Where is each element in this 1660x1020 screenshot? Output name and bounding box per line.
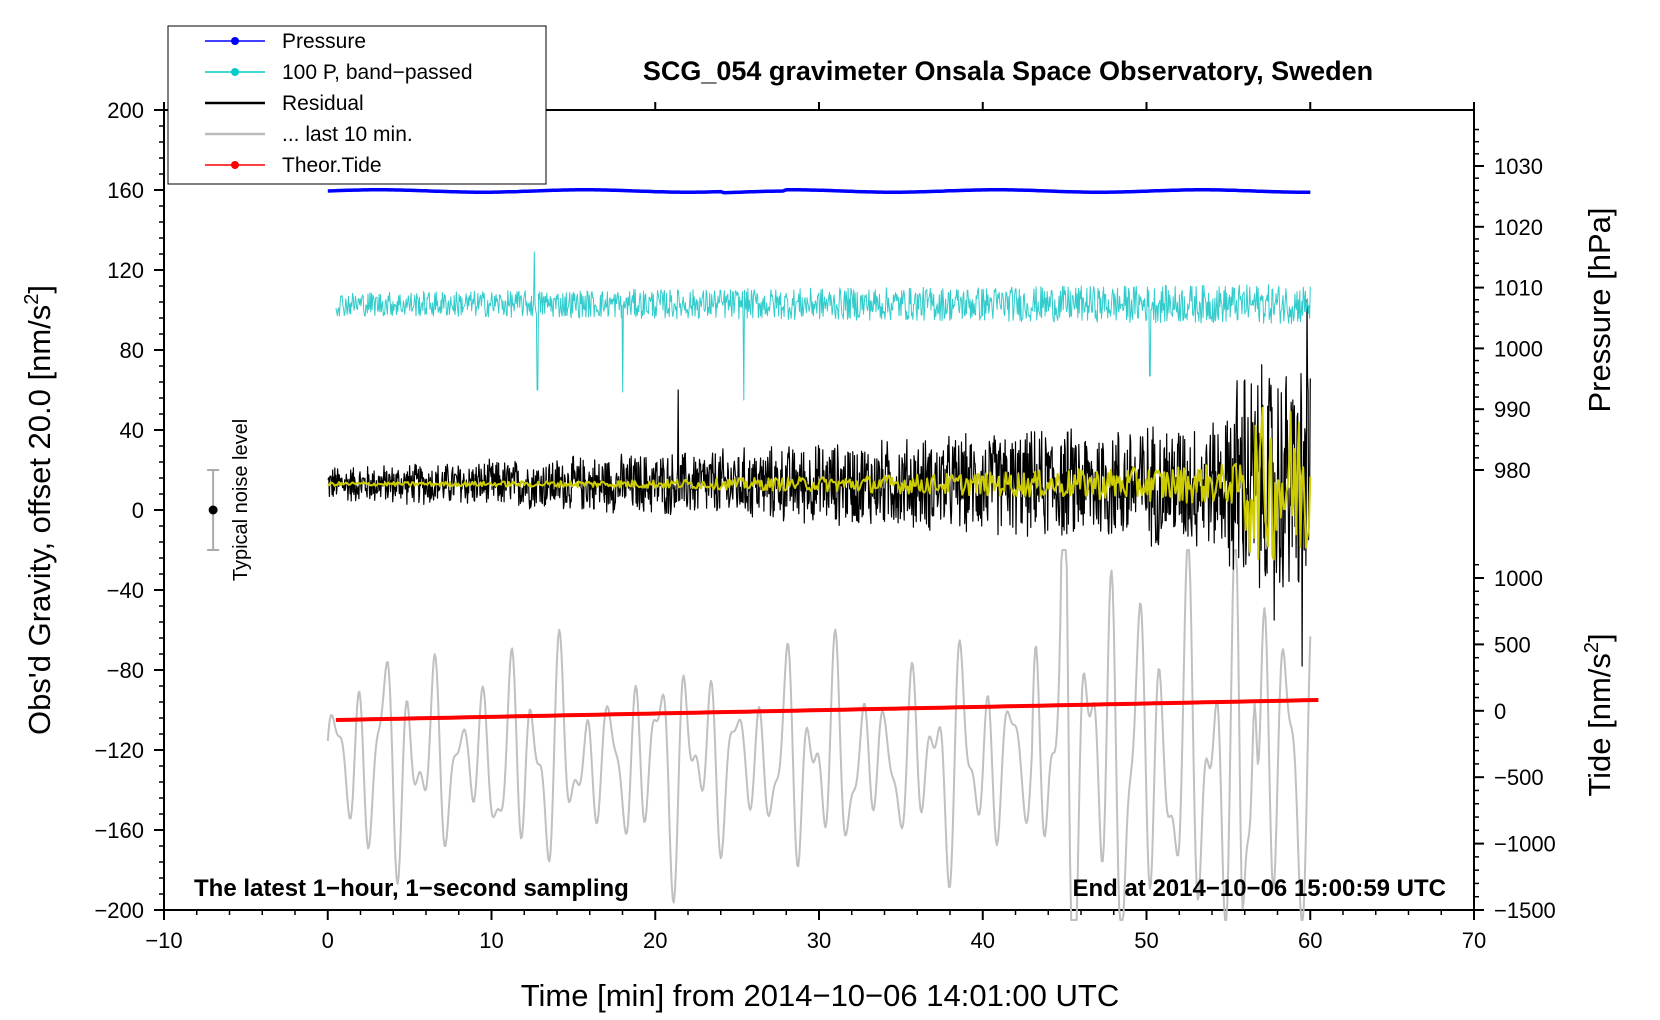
- pressure-axis-ticks: 1030 1020 1010 1000 990 980: [1474, 128, 1543, 483]
- y-tick-label: −160: [94, 818, 144, 843]
- pressure-axis-label: Pressure [hPa]: [1582, 207, 1617, 412]
- tide-tick-label: 500: [1494, 632, 1531, 657]
- x-tick-label: 70: [1462, 928, 1486, 953]
- x-tick-label: 0: [322, 928, 334, 953]
- x-tick-label: 50: [1134, 928, 1158, 953]
- tide-tick-label: 1000: [1494, 566, 1543, 591]
- y-tick-label: −200: [94, 898, 144, 923]
- legend-box: [167, 25, 547, 185]
- y-axis-label-sup: 2: [21, 294, 43, 305]
- x-tick-label: 40: [971, 928, 995, 953]
- legend-marker: [231, 37, 239, 45]
- legend: Pressure 100 P, band−passed Residual ... la…: [167, 25, 547, 185]
- pressure-tick-label: 990: [1494, 397, 1531, 422]
- tide-axis-label-text: Tide [nm/s: [1582, 653, 1617, 797]
- y-tick-label: −40: [107, 578, 144, 603]
- tide-tick-label: −500: [1494, 765, 1544, 790]
- pressure-line: [327, 188, 1311, 195]
- tide-tick-label: −1000: [1494, 832, 1556, 857]
- theor-tide-line: [335, 698, 1319, 722]
- legend-label: Pressure: [282, 30, 366, 53]
- y-tick-label: 40: [120, 418, 144, 443]
- x-tick-label: 20: [643, 928, 667, 953]
- x-tick-label: −10: [145, 928, 182, 953]
- x-axis-label: Time [min] from 2014−10−06 14:01:00 UTC: [521, 978, 1120, 1013]
- y-tick-label: 120: [107, 258, 144, 283]
- band-passed-line: [335, 251, 1311, 401]
- x-tick-label: 60: [1298, 928, 1322, 953]
- y-tick-label: 80: [120, 338, 144, 363]
- annotation-sampling: The latest 1−hour, 1−second sampling: [194, 875, 629, 902]
- y-axis-label-close: ]: [22, 285, 57, 294]
- y-tick-label: 200: [107, 98, 144, 123]
- tide-axis-label-close: ]: [1582, 633, 1617, 642]
- tide-tick-label: −1500: [1494, 898, 1556, 923]
- chart-title: SCG_054 gravimeter Onsala Space Observat…: [643, 56, 1373, 86]
- y-tick-label: −120: [94, 738, 144, 763]
- series-pressure: [327, 188, 1311, 195]
- legend-label: Residual: [282, 92, 364, 115]
- pressure-tick-label: 980: [1494, 458, 1531, 483]
- y-tick-label: 0: [132, 498, 144, 523]
- y-axis-label: Obs'd Gravity, offset 20.0 [nm/s2]: [21, 285, 57, 735]
- pressure-tick-label: 1000: [1494, 336, 1543, 361]
- pressure-tick-label: 1020: [1494, 215, 1543, 240]
- tide-tick-label: 0: [1494, 699, 1506, 724]
- y-tick-label: −80: [107, 658, 144, 683]
- y-tick-label: 160: [107, 178, 144, 203]
- smoothed-residual-line: [327, 406, 1312, 561]
- series-band-passed-pressure: [335, 251, 1311, 401]
- legend-marker: [231, 68, 239, 76]
- noise-label: Typical noise level: [230, 419, 252, 581]
- pressure-tick-label: 1010: [1494, 276, 1543, 301]
- pressure-tick-label: 1030: [1494, 154, 1543, 179]
- tide-axis-label: Tide [nm/s2]: [1581, 633, 1617, 796]
- noise-bar-center: [208, 505, 218, 515]
- series-smoothed-residual: [327, 406, 1312, 561]
- y-axis-label-text: Obs'd Gravity, offset 20.0 [nm/s: [22, 305, 57, 735]
- typical-noise-bar: [207, 469, 220, 551]
- legend-label: ... last 10 min.: [282, 123, 413, 146]
- series-last-10-min: [326, 549, 1312, 921]
- x-tick-label: 10: [479, 928, 503, 953]
- legend-marker: [231, 161, 239, 169]
- legend-label: 100 P, band−passed: [282, 61, 473, 84]
- last-10-min-line: [326, 549, 1312, 921]
- series-theor-tide: [335, 698, 1319, 722]
- tide-axis-label-sup: 2: [1581, 642, 1603, 653]
- x-tick-label: 30: [807, 928, 831, 953]
- annotation-end-time: End at 2014−10−06 15:00:59 UTC: [1072, 875, 1446, 902]
- tide-axis-ticks: 1000 500 0 −500 −1000 −1500: [1474, 563, 1556, 923]
- y-axis-ticks: 200 160 120 80 40 0 −40 −80 −120 −160 −200: [94, 98, 164, 923]
- legend-label: Theor.Tide: [282, 154, 382, 177]
